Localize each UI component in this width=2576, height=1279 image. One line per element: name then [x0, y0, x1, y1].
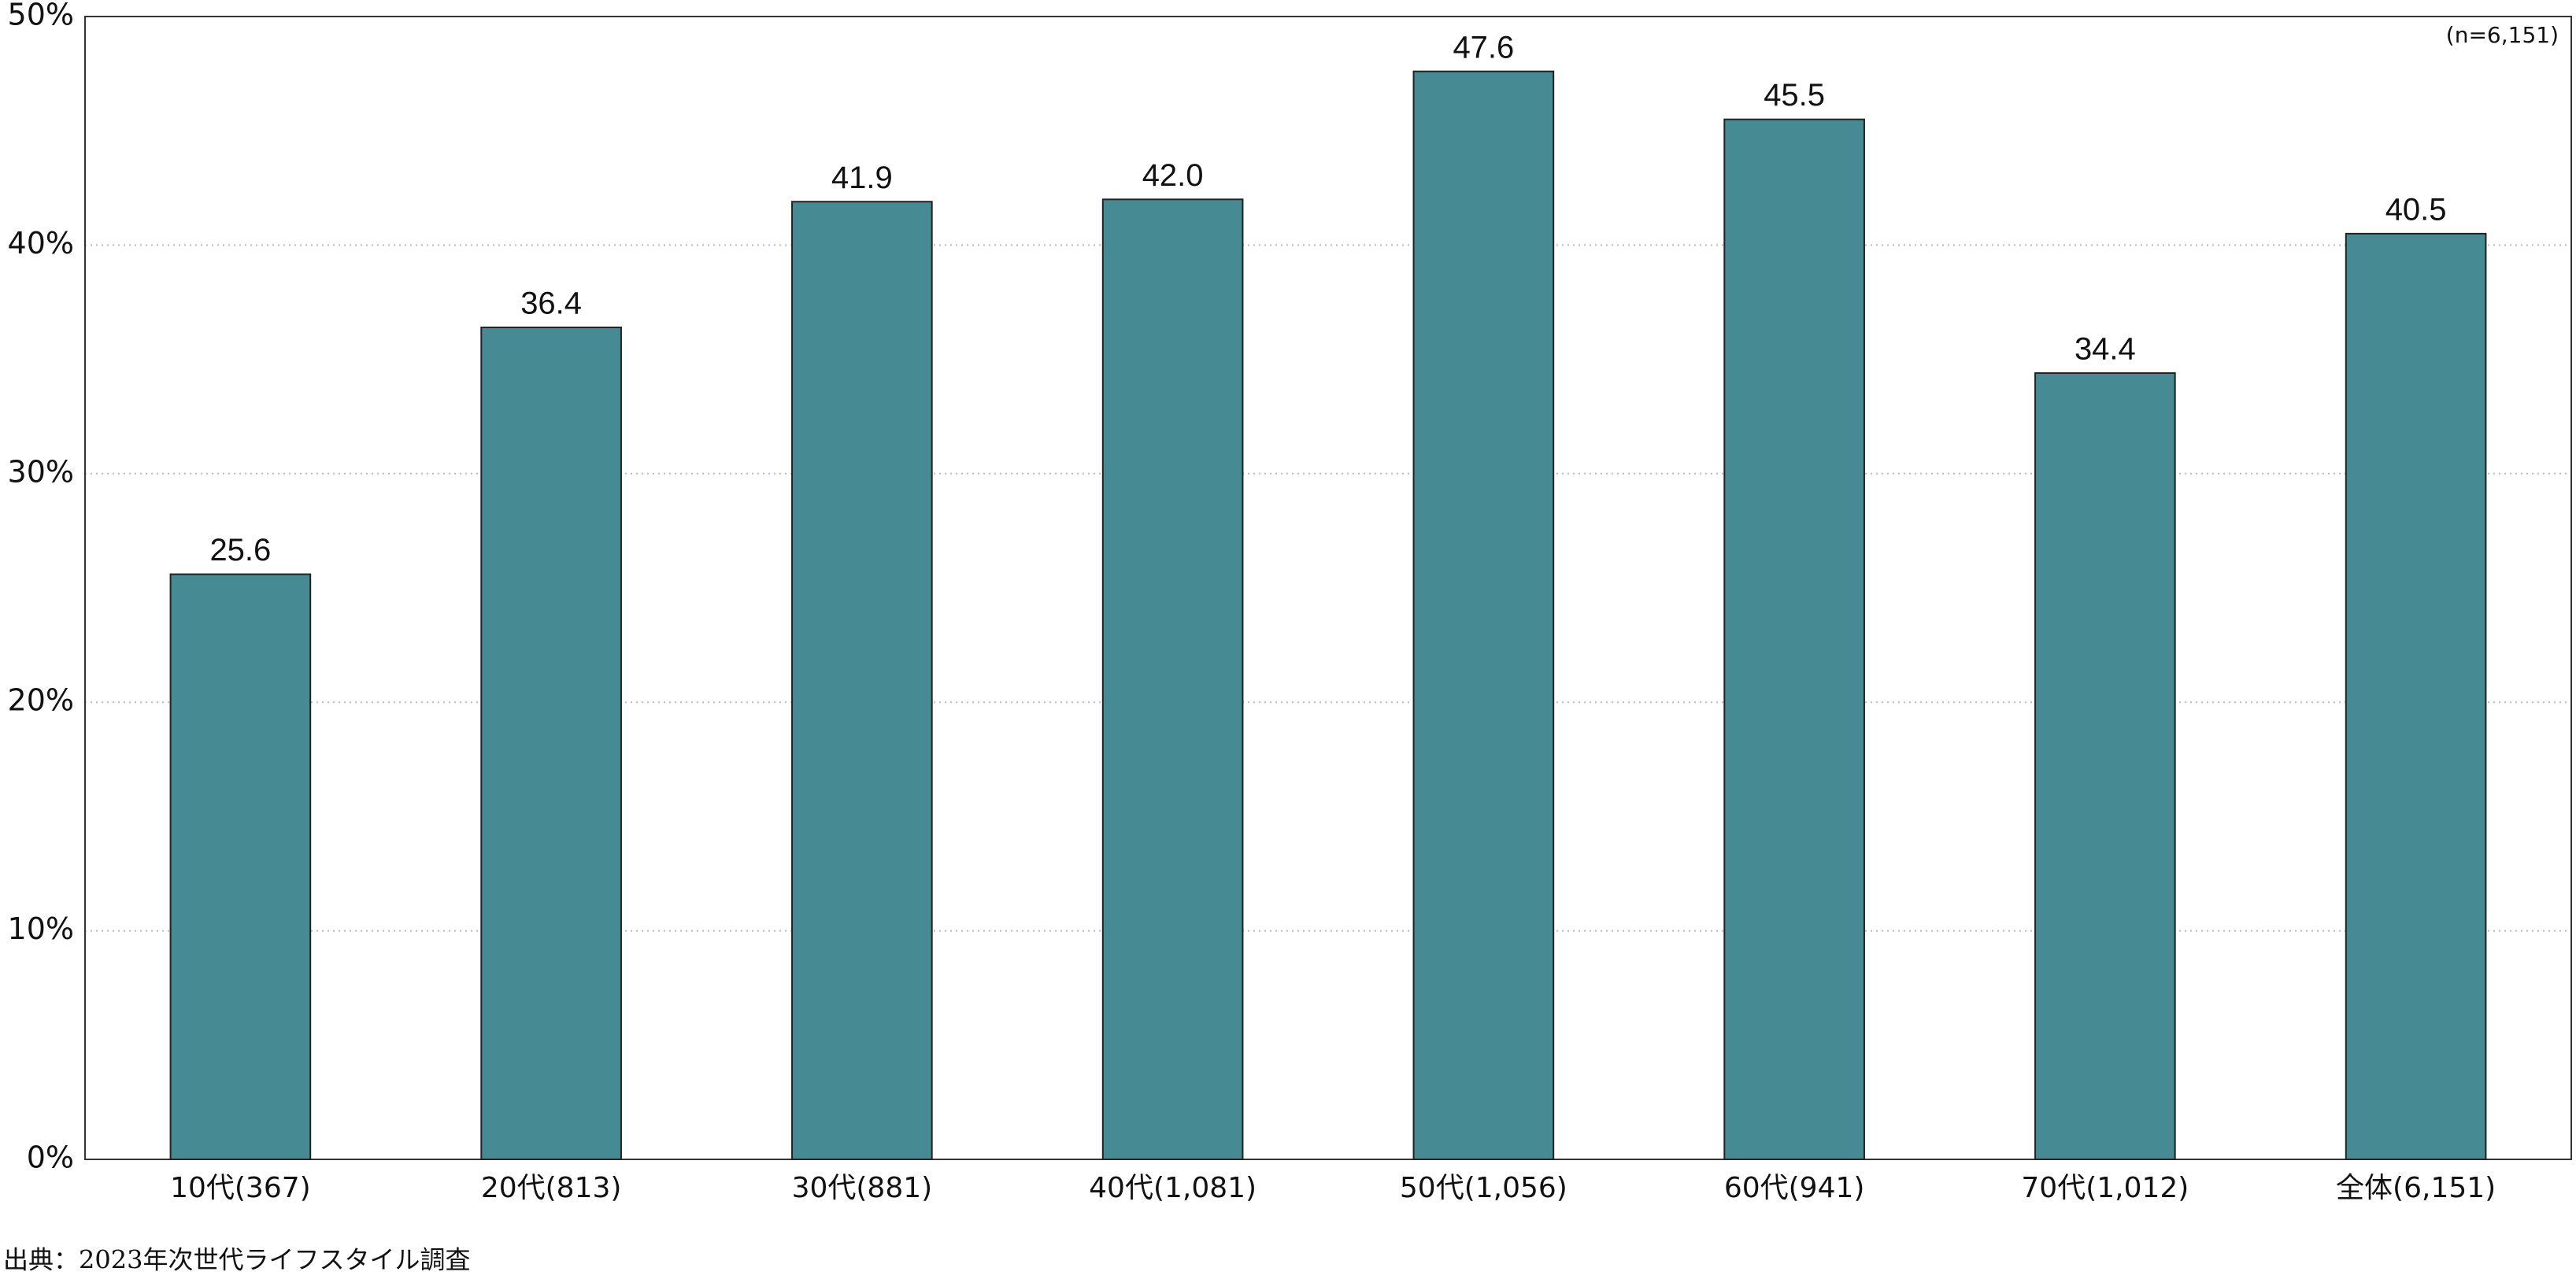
- bar: [791, 201, 933, 1160]
- x-tick-label: 70代(1,012): [2021, 1172, 2189, 1204]
- annotation: (n=6,151): [2446, 22, 2559, 48]
- bar: [2034, 372, 2176, 1160]
- value-label: 47.6: [1453, 30, 1514, 65]
- value-label: 41.9: [831, 161, 893, 195]
- x-tick-label: 30代(881): [792, 1172, 933, 1204]
- x-tick-label: 60代(941): [1724, 1172, 1865, 1204]
- y-tick-label: 30%: [8, 454, 74, 489]
- value-label: 42.0: [1142, 158, 1204, 193]
- y-tick-label: 10%: [8, 911, 74, 946]
- y-tick-label: 50%: [8, 0, 74, 32]
- bar: [1101, 198, 1244, 1161]
- x-tick-label: 40代(1,081): [1089, 1172, 1257, 1204]
- x-tick-label: 全体(6,151): [2336, 1172, 2496, 1204]
- x-tick-label: 50代(1,056): [1400, 1172, 1567, 1204]
- bar: [169, 573, 312, 1160]
- x-tick-label: 20代(813): [481, 1172, 622, 1204]
- plot-frame: [84, 16, 2572, 1160]
- bar: [1412, 70, 1555, 1160]
- y-tick-label: 40%: [8, 226, 74, 261]
- value-label: 25.6: [209, 533, 271, 567]
- value-label: 40.5: [2385, 192, 2447, 227]
- value-label: 45.5: [1764, 78, 1825, 113]
- bar: [2345, 232, 2487, 1160]
- bar: [480, 326, 622, 1161]
- y-tick-label: 20%: [8, 683, 74, 718]
- value-label: 36.4: [520, 286, 582, 321]
- source-note: 出典：2023年次世代ライフスタイル調査: [3, 1245, 470, 1275]
- y-tick-label: 0%: [27, 1140, 74, 1175]
- value-label: 34.4: [2074, 332, 2136, 367]
- x-tick-label: 10代(367): [170, 1172, 311, 1204]
- bar: [1723, 118, 1865, 1160]
